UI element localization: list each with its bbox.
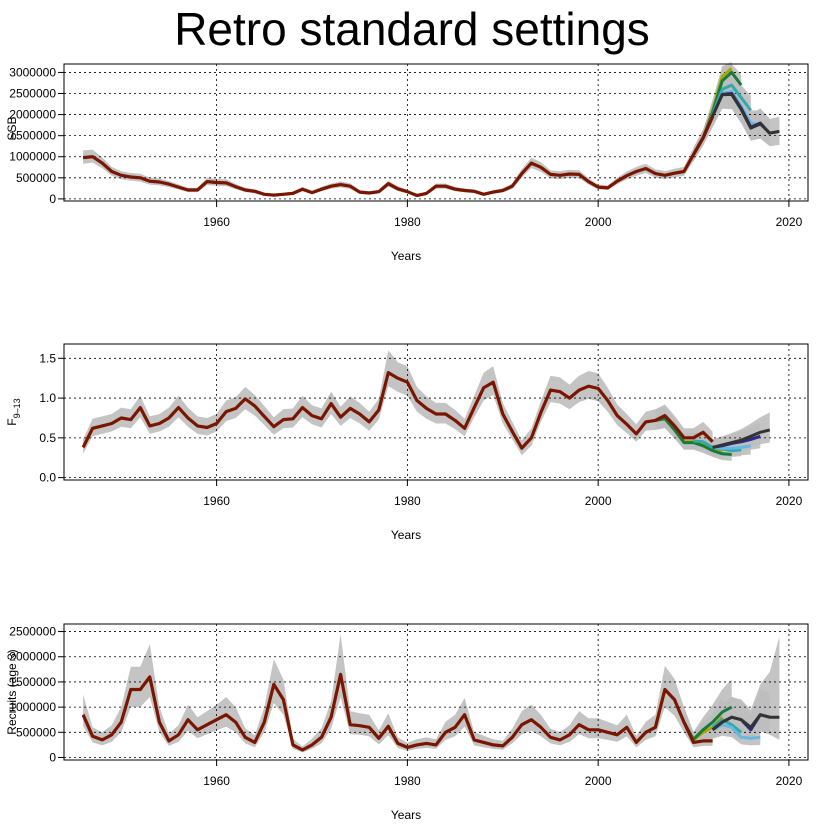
x-axis-label: Years [391, 249, 421, 263]
estimate-line [82, 116, 715, 198]
y-tick-label: 1000000 [9, 700, 56, 714]
y-tick-label: 1.5 [39, 351, 56, 365]
x-tick-label: 2020 [776, 774, 803, 788]
y-tick-label: 2000000 [9, 650, 56, 664]
y-tick-label: 2000000 [9, 108, 56, 122]
x-axis-label: Years [391, 808, 421, 822]
figure-title: Retro standard settings [174, 3, 650, 55]
estimate-line [81, 371, 714, 450]
estimate-line [81, 672, 713, 752]
x-tick-label: 2000 [585, 494, 612, 508]
y-axis-label: F9–13 [5, 398, 22, 425]
y-tick-label: 2500000 [9, 87, 56, 101]
y-tick-label: 500000 [16, 725, 56, 739]
confidence-band [83, 107, 713, 197]
y-axis-label: SSB [5, 116, 19, 140]
y-tick-label: 500000 [16, 171, 56, 185]
plot-frame [63, 343, 809, 481]
y-tick-label: 0.0 [39, 471, 56, 485]
y-tick-label: 0 [49, 750, 56, 764]
retro-line-4 [711, 723, 761, 740]
y-axis-label-subscript: 9–13 [12, 398, 22, 418]
panel-3: 1960 1980 2000 2020 0 500000 1000000 1500000 200… [5, 623, 809, 822]
y-axis-label: Recruits (age 3) [5, 649, 19, 734]
panel-2: 1960 1980 2000 2020 0.0 0.5 1.0 1.5 Years F9–13 [5, 343, 809, 542]
y-tick-label: 0 [49, 192, 56, 206]
x-tick-label: 1980 [394, 774, 421, 788]
retro-line-3 [711, 718, 743, 734]
plot-frame [63, 63, 809, 202]
plot-frame [63, 623, 809, 761]
y-tick-label: 1500000 [9, 675, 56, 689]
retro-line-4 [712, 444, 752, 450]
x-tick-label: 1960 [203, 774, 230, 788]
retro-line-6 [711, 713, 780, 731]
y-tick-label: 3000000 [9, 65, 56, 79]
x-tick-label: 1960 [203, 494, 230, 508]
x-tick-label: 2020 [776, 215, 803, 229]
x-axis-label: Years [391, 528, 421, 542]
x-tick-label: 1960 [203, 215, 230, 229]
panel-1: 1960 1980 2000 2020 0 500000 1000000 1500000 200… [5, 61, 809, 263]
y-tick-label: 0.5 [39, 431, 56, 445]
x-tick-label: 1980 [394, 494, 421, 508]
y-tick-label: 1000000 [9, 150, 56, 164]
y-tick-label: 1.0 [39, 391, 56, 405]
y-tick-label: 1500000 [9, 129, 56, 143]
confidence-band [83, 634, 713, 753]
retro-line-6 [712, 428, 771, 449]
y-tick-label: 2500000 [9, 625, 56, 639]
x-tick-label: 2020 [776, 494, 803, 508]
confidence-band [83, 350, 713, 456]
retro-line-2 [655, 417, 732, 456]
x-tick-label: 1980 [394, 215, 421, 229]
x-tick-label: 2000 [585, 774, 612, 788]
x-tick-label: 2000 [585, 215, 612, 229]
